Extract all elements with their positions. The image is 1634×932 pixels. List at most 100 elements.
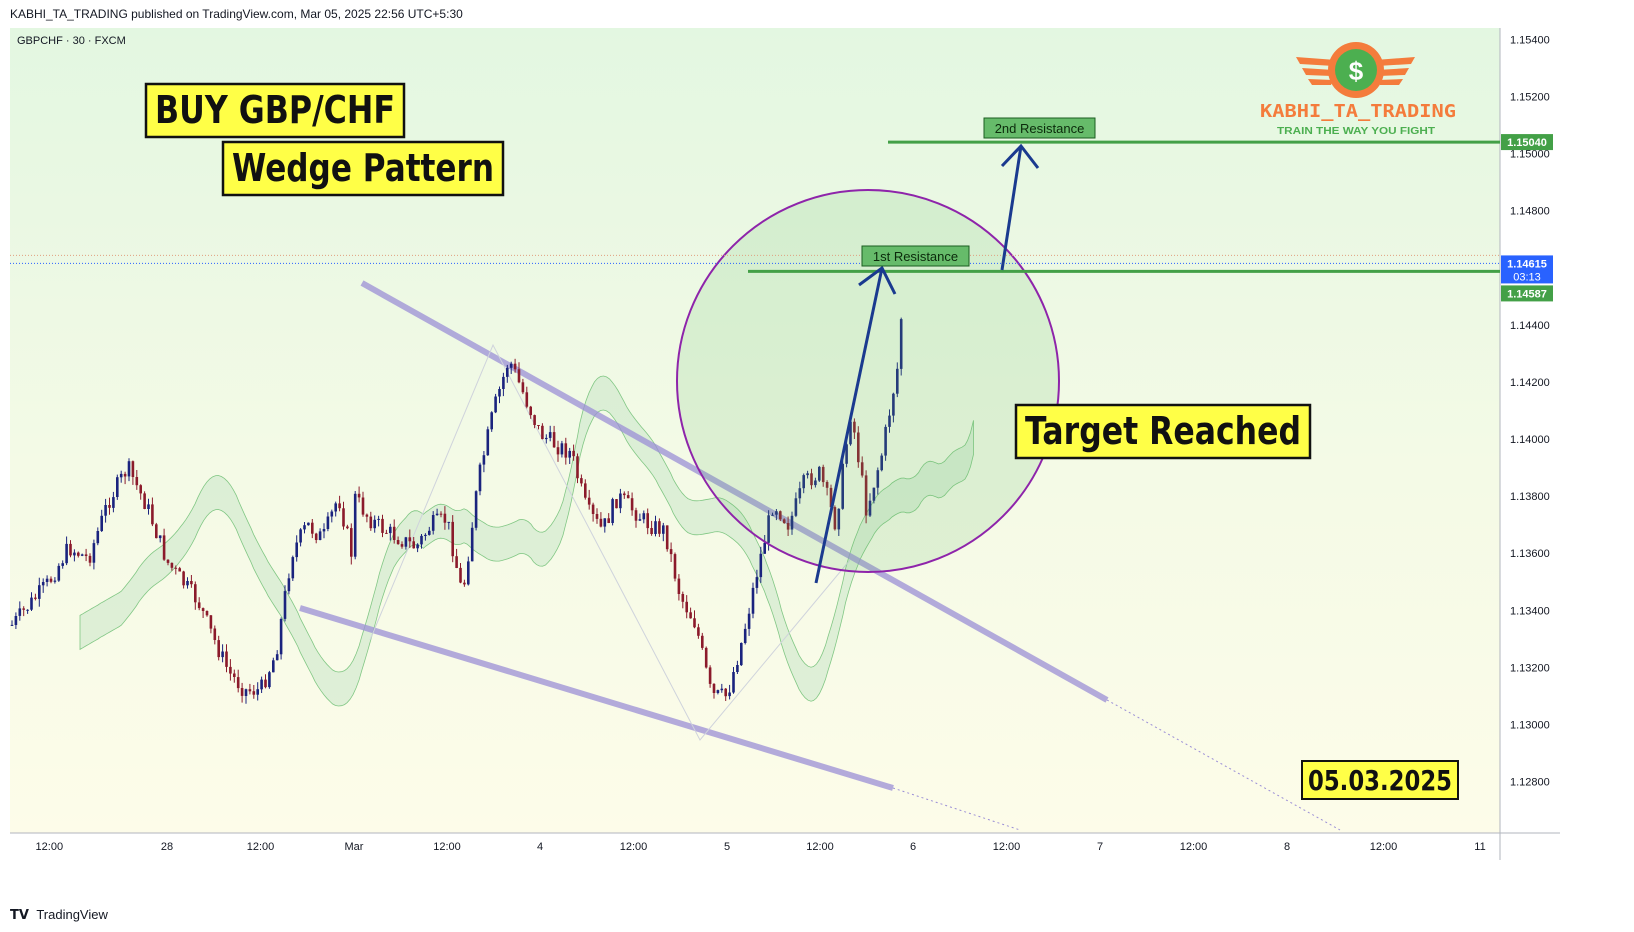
candle-body: [747, 613, 751, 629]
x-tick-label: 12:00: [36, 841, 64, 853]
candle-body: [244, 689, 248, 696]
candle-body: [252, 691, 256, 695]
candle-body: [158, 535, 162, 539]
candle-body: [802, 475, 805, 489]
candle-body: [307, 522, 310, 526]
x-tick-label: 12:00: [1370, 841, 1398, 853]
candle-body: [884, 426, 887, 456]
date-text: 05.03.2025: [1308, 764, 1452, 797]
attribution-bar: KABHI_TA_TRADING published on TradingVie…: [0, 0, 1634, 28]
resistance-1-label: 1st Resistance: [873, 249, 958, 264]
candle-body: [736, 665, 739, 672]
y-tick-label: 1.14400: [1510, 320, 1550, 332]
candle-body: [361, 497, 365, 515]
candle-body: [708, 667, 712, 684]
x-tick-label: 12:00: [620, 841, 648, 853]
title-text: BUY GBP/CHF: [155, 88, 395, 132]
candle-body: [685, 601, 688, 613]
candle-body: [751, 587, 755, 614]
x-tick-label: 8: [1284, 841, 1290, 853]
resistance-2-label: 2nd Resistance: [995, 121, 1085, 136]
candle-body: [84, 554, 88, 556]
candle-body: [697, 627, 700, 636]
candle-body: [564, 443, 568, 458]
candle-body: [10, 624, 14, 626]
candle-body: [389, 526, 392, 534]
candle-body: [373, 519, 376, 529]
candle-body: [400, 544, 404, 547]
candle-body: [782, 519, 786, 523]
y-tick-label: 1.13200: [1510, 662, 1550, 674]
candle-body: [96, 531, 100, 544]
candle-body: [57, 565, 61, 581]
candle-body: [381, 518, 384, 533]
candle-body: [568, 450, 571, 458]
candle-body: [506, 367, 509, 377]
resistance-1-box: [861, 245, 970, 267]
candle-body: [318, 531, 322, 540]
candle-body: [818, 466, 821, 481]
y-tick-label: 1.12800: [1510, 777, 1550, 789]
candle-body: [591, 504, 595, 514]
y-tick-label: 1.13800: [1510, 491, 1550, 503]
candle-body: [876, 470, 880, 488]
candle-body: [810, 473, 813, 486]
candle-body: [155, 524, 158, 539]
wave-guide: [369, 343, 851, 741]
candle-body: [716, 690, 720, 693]
resistance-price-value: 1.14587: [1507, 288, 1547, 300]
candle-body: [896, 368, 899, 394]
candle-body: [771, 514, 774, 516]
y-tick-label: 1.14000: [1510, 434, 1550, 446]
candle-body: [825, 482, 829, 488]
candle-body: [116, 477, 119, 497]
candle-body: [119, 473, 123, 478]
resistance-price-value: 1.15040: [1507, 137, 1547, 149]
candle-body: [872, 487, 876, 501]
candle-body: [131, 461, 135, 477]
ichimoku-cloud: [79, 375, 974, 707]
candle-body: [190, 581, 193, 585]
candle-body: [853, 421, 856, 433]
logo-tagline: TRAIN THE WAY YOU FIGHT: [1277, 126, 1435, 137]
candle-body: [256, 689, 259, 695]
candle-body: [268, 672, 271, 688]
candle-body: [53, 580, 57, 582]
candle-body: [701, 635, 704, 648]
date-box: 05.03.2025: [1301, 760, 1459, 800]
candle-body: [127, 461, 131, 477]
candle-body: [92, 543, 96, 563]
move-arrow-2-head: [1000, 143, 1040, 169]
candle-body: [630, 498, 634, 511]
candle-body: [681, 594, 685, 602]
candle-body: [634, 510, 638, 521]
candle-body: [303, 525, 306, 530]
candle-body: [689, 612, 692, 619]
candle-body: [470, 527, 474, 562]
candle-body: [841, 463, 844, 509]
x-tick-label: 11: [1474, 841, 1485, 853]
symbol-label: GBPCHF · 30 · FXCM: [17, 35, 126, 47]
candle-body: [326, 516, 330, 529]
candle-body: [615, 499, 618, 509]
candle-body: [584, 483, 587, 498]
candle-body: [552, 432, 556, 448]
candle-body: [77, 552, 80, 556]
candle-body: [431, 515, 435, 531]
y-tick-label: 1.14800: [1510, 206, 1550, 218]
candle-body: [100, 515, 103, 531]
candle-body: [880, 455, 883, 471]
candle-body: [459, 567, 462, 583]
candle-body: [186, 581, 189, 586]
candle-body: [311, 522, 314, 534]
candle-body: [236, 677, 240, 689]
candle-body: [556, 447, 560, 455]
candle-body: [416, 544, 419, 549]
wedge-upper-line: [360, 280, 1109, 703]
candle-body: [821, 466, 825, 483]
candle-body: [443, 513, 447, 523]
candle-body: [587, 497, 591, 505]
candle-body: [509, 363, 513, 368]
candle-body: [330, 511, 334, 517]
